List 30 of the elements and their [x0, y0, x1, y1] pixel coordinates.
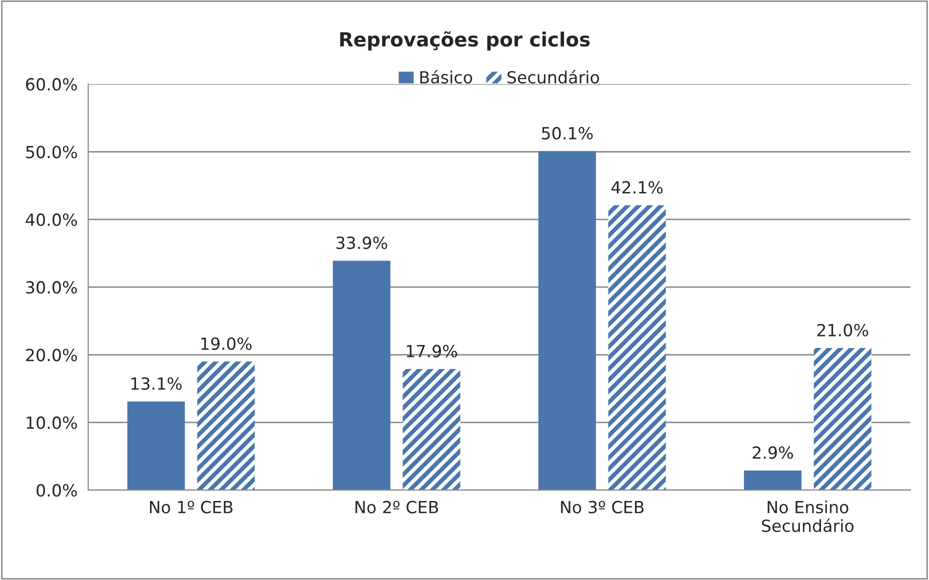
bar — [127, 401, 185, 490]
bar — [538, 151, 596, 490]
x-tick-label: No 1º CEB — [150, 500, 233, 514]
bar — [814, 348, 872, 490]
bar — [744, 470, 802, 490]
data-label: 42.1% — [611, 181, 663, 194]
y-tick-label: 40.0% — [26, 213, 77, 226]
x-tick-label: No Ensino Secundário — [762, 500, 854, 532]
bar — [402, 368, 460, 490]
data-label: 21.0% — [817, 324, 868, 336]
chart-title: Reprovações por ciclos — [340, 31, 590, 50]
data-label: 33.9% — [336, 236, 388, 250]
legend-label: Básico — [420, 70, 472, 84]
x-tick-label: No 2º CEB — [356, 500, 438, 514]
data-label: 17.9% — [406, 344, 458, 358]
y-tick-label: 10.0% — [26, 416, 77, 429]
data-label: 13.1% — [131, 377, 182, 390]
y-tick-label: 50.0% — [26, 146, 77, 158]
x-tick-label: No 3º CEB — [561, 500, 644, 514]
y-tick-label: 0.0% — [36, 484, 77, 497]
bar — [332, 260, 390, 490]
y-tick-label: 60.0% — [26, 78, 77, 91]
y-tick-label: 30.0% — [26, 281, 77, 294]
data-label: 50.1% — [542, 126, 593, 140]
legend-label: Secundário — [507, 70, 600, 84]
bar — [608, 205, 666, 490]
y-tick-label: 20.0% — [26, 348, 77, 362]
data-label: 2.9% — [752, 446, 793, 459]
data-label: 19.0% — [201, 337, 252, 350]
bar — [197, 362, 255, 490]
